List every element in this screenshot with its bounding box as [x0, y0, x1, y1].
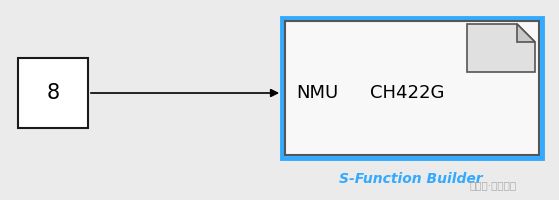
Polygon shape: [517, 24, 535, 42]
Bar: [285, 21, 539, 155]
Text: CH422G: CH422G: [370, 84, 444, 102]
Text: S-Function Builder: S-Function Builder: [339, 172, 483, 186]
Bar: [282, 18, 542, 158]
Bar: [18, 58, 88, 128]
Text: NMU: NMU: [296, 84, 338, 102]
Text: 公众号·忽哈做哈: 公众号·忽哈做哈: [470, 180, 517, 190]
Polygon shape: [467, 24, 535, 72]
Text: 8: 8: [46, 83, 60, 103]
